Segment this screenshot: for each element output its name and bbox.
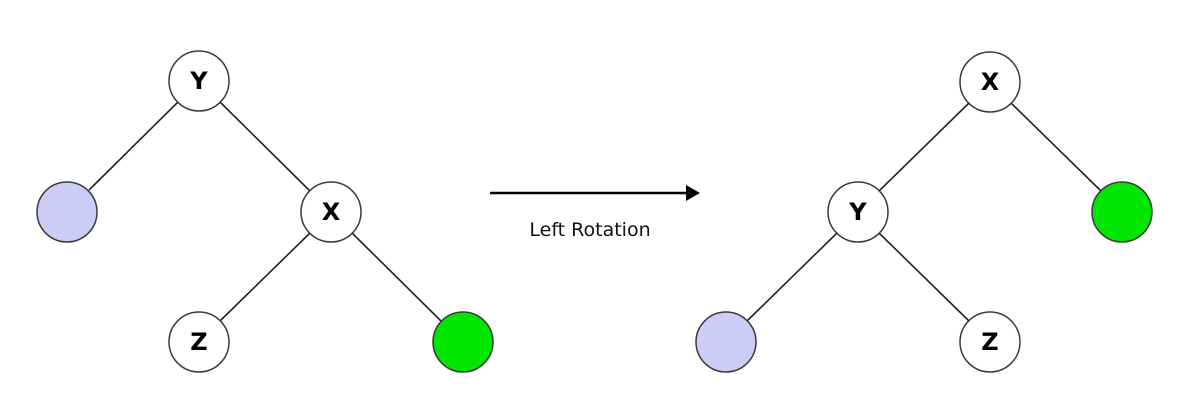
node-z-label: Z (981, 328, 998, 356)
edge-x-to-green (1010, 102, 1102, 192)
edge-y-to-lavender (88, 101, 179, 191)
subtree-lavender-node (36, 181, 98, 243)
node-y (827, 181, 889, 243)
node-x (300, 181, 362, 243)
node-y-label: Y (848, 198, 867, 226)
subtree-lavender-node (695, 311, 757, 373)
node-z-label: Z (190, 328, 207, 356)
tree-before: Y X Z (36, 50, 494, 373)
node-z (959, 311, 1021, 373)
node-x-label: X (322, 198, 341, 226)
rotation-arrow: Left Rotation (490, 185, 700, 241)
node-x (959, 51, 1021, 113)
arrow-head (686, 185, 700, 201)
edge-x-to-green (351, 232, 442, 322)
tree-after: X Y Z (695, 51, 1153, 373)
edge-x-to-z (219, 232, 311, 322)
node-y (168, 50, 230, 112)
edge-x-to-y (878, 102, 970, 192)
edge-y-to-lavender (746, 232, 838, 322)
node-y-label: Y (189, 67, 208, 95)
arrow-label: Left Rotation (529, 219, 650, 241)
edge-y-to-z (878, 232, 970, 322)
node-x-label: X (981, 68, 1000, 96)
edge-y-to-x (219, 101, 311, 192)
subtree-green-node (1091, 181, 1153, 243)
subtree-green-node (432, 311, 494, 373)
node-z (168, 311, 230, 373)
